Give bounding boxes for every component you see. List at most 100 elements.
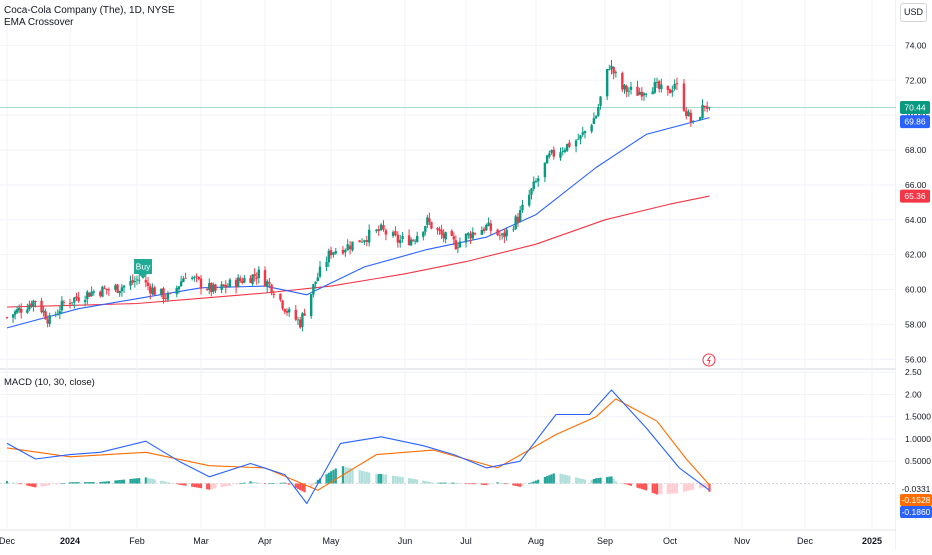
candle-body — [438, 228, 441, 231]
macd-hist-bar — [239, 483, 242, 485]
macd-hist-bar — [606, 476, 609, 484]
study-label[interactable]: EMA Crossover — [4, 17, 74, 28]
macd-hist-bar — [658, 483, 661, 495]
candle-body — [88, 292, 91, 297]
candle-body — [344, 249, 347, 253]
candle-body — [70, 302, 74, 304]
macd-hist-bar — [263, 483, 267, 485]
candle-body — [685, 110, 688, 117]
candle-body — [75, 296, 78, 299]
macd-hist-bar — [222, 483, 225, 487]
candle-body — [162, 288, 165, 300]
candle-body — [182, 278, 185, 283]
macd-hist-bar — [144, 477, 147, 484]
candle-body — [638, 92, 641, 95]
candle-body — [550, 150, 553, 153]
macd-hist-bar — [75, 482, 78, 484]
macd-hist-bar — [458, 483, 461, 484]
macd-hist-bar — [625, 483, 628, 485]
candle-body — [610, 65, 613, 70]
macd-hist-bar — [199, 483, 203, 489]
macd-hist-bar — [456, 483, 459, 484]
macd-hist-bar — [351, 468, 354, 484]
candle-body — [351, 241, 354, 251]
candle-body — [394, 230, 397, 236]
candle-body — [310, 294, 313, 317]
candle-body — [416, 235, 419, 242]
candle-body — [301, 313, 304, 327]
candle-body — [210, 282, 213, 293]
macd-hist-bar — [496, 482, 499, 484]
candle-body — [327, 250, 330, 263]
currency-badge[interactable]: USD — [900, 3, 927, 22]
candle-body — [579, 135, 582, 139]
candle-body — [325, 262, 328, 267]
macd-hist-bar — [699, 483, 702, 489]
candle-body — [469, 233, 472, 239]
candle-body — [671, 90, 674, 93]
macd-hist-bar — [71, 482, 74, 484]
candle-body — [190, 277, 194, 279]
macd-hist-bar — [32, 483, 35, 487]
candle-body — [346, 244, 349, 251]
macd-value-tag: -0.0331 — [902, 484, 931, 494]
candle-body — [625, 86, 628, 92]
candle-body — [360, 241, 364, 243]
macd-hist-bar — [399, 476, 402, 484]
macd-hist-bar — [54, 483, 57, 485]
candle-body — [599, 96, 602, 106]
candle-body — [424, 226, 427, 232]
macd-hist-bar — [40, 483, 43, 487]
candle-body — [514, 216, 517, 230]
candle-body — [224, 284, 227, 288]
macd-hist-bar — [530, 482, 533, 484]
macd-hist-bar — [358, 470, 361, 484]
macd-hist-bar — [503, 483, 506, 485]
candle-body — [144, 280, 148, 283]
macd-hist-bar — [612, 478, 615, 484]
macd-hist-bar — [118, 480, 121, 484]
candle-body — [597, 107, 600, 116]
macd-hist-bar — [116, 480, 119, 484]
macd-hist-bar — [422, 480, 425, 484]
ema-slow-tag: 65.36 — [904, 191, 926, 201]
macd-label[interactable]: MACD (10, 30, close) — [4, 377, 95, 388]
candle-body — [214, 284, 217, 291]
macd-hist-bar — [281, 482, 284, 484]
macd-hist-bar — [708, 483, 711, 492]
macd-hist-bar — [485, 483, 488, 486]
macd-hist-bar — [253, 482, 256, 484]
macd-hist-bar — [394, 476, 397, 484]
time-tick-label: 2024 — [60, 536, 80, 546]
candle-body — [552, 149, 556, 157]
macd-hist-bar — [703, 483, 706, 488]
macd-hist-bar — [20, 483, 23, 485]
macd-hist-bar — [416, 479, 419, 484]
macd-hist-bar — [177, 483, 181, 485]
candle-body — [623, 84, 626, 90]
symbol-title[interactable]: Coca-Cola Company (The), 1D, NYSE — [4, 5, 175, 16]
macd-hist-bar — [249, 481, 252, 484]
candle-body — [440, 230, 443, 235]
macd-hist-bar — [482, 483, 486, 485]
macd-hist-bar — [34, 483, 37, 488]
time-tick-label: Nov — [734, 536, 751, 546]
candle-body — [565, 143, 569, 151]
candle-body — [160, 288, 163, 295]
candle-body — [253, 274, 256, 277]
ema-slow-tag-bg — [900, 189, 930, 203]
macd-lines — [6, 389, 710, 505]
macd-hist-bar — [559, 473, 562, 484]
candle-body — [500, 233, 504, 236]
macd-hist-bar — [48, 483, 51, 486]
candle-body — [537, 178, 540, 182]
candle-body — [236, 277, 240, 288]
price-tick-label: 68.00 — [905, 145, 927, 155]
signal-line — [6, 398, 710, 491]
macd-hist-bar — [543, 476, 547, 484]
candle-body — [166, 293, 170, 300]
price-tick-label: 62.00 — [905, 250, 927, 260]
candle-body — [590, 125, 593, 132]
candle-body — [692, 120, 695, 122]
